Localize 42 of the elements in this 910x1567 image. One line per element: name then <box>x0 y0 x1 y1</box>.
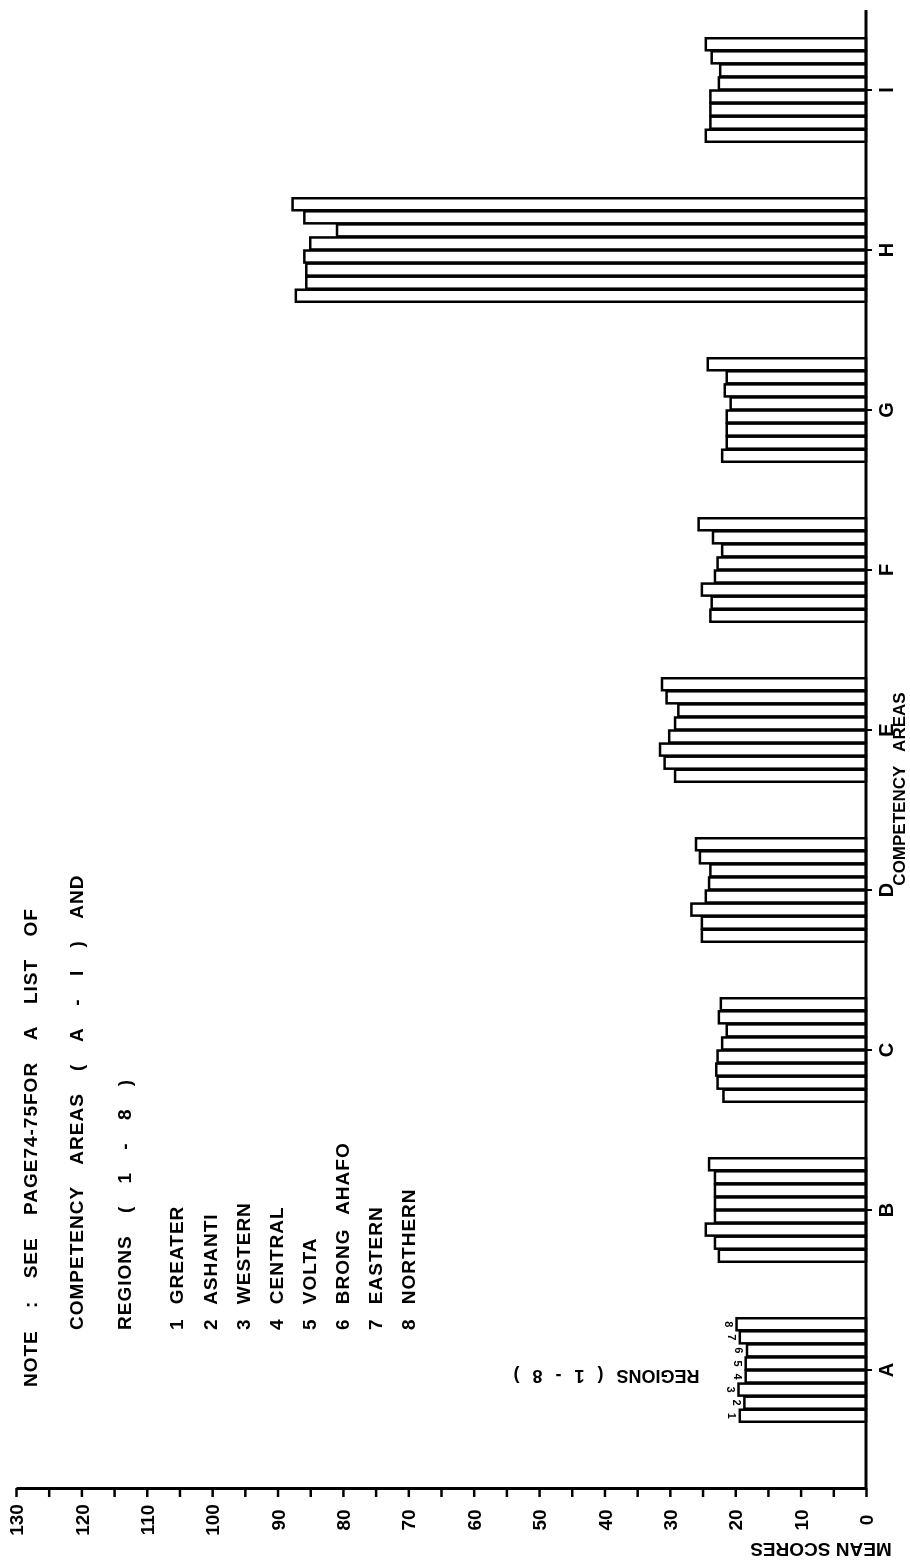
annotation: 3 WESTERN <box>232 1202 254 1330</box>
text: 2 <box>730 1399 743 1406</box>
annotation: NOTE : SEE PAGE74-75FOR A LIST OF <box>19 908 41 1387</box>
annotation: 6 BRONG AHAFO <box>331 1142 353 1330</box>
annotation: 7 EASTERN <box>364 1206 386 1330</box>
annotation: 2 ASHANTI <box>199 1213 221 1330</box>
annotation: COMPETENCY AREAS ( A - I ) AND <box>65 874 87 1330</box>
text: 8 <box>722 1321 735 1328</box>
x-tick-label: 60 <box>463 1509 485 1531</box>
x-tick-label: 110 <box>136 1504 158 1536</box>
y-tick-label: C <box>875 1042 897 1058</box>
y-tick-label: B <box>875 1202 897 1218</box>
text: 7 <box>725 1334 738 1341</box>
y-tick-label: I <box>875 87 897 93</box>
y-tick-label: H <box>875 242 897 258</box>
legend-title: REGIONS ( 1 - 8 ) <box>513 1365 700 1386</box>
text: 1 <box>725 1412 738 1419</box>
x-axis-title: MEAN SCORES <box>750 1539 892 1561</box>
x-tick-label: 100 <box>202 1504 224 1536</box>
x-tick-label: 20 <box>725 1509 747 1531</box>
annotation: REGIONS ( 1 - 8 ) <box>113 1078 135 1330</box>
annotation: 4 CENTRAL <box>265 1206 287 1330</box>
x-tick-label: 10 <box>790 1509 812 1531</box>
x-tick-label: 30 <box>660 1509 681 1531</box>
annotation: 1 GREATER <box>165 1205 187 1330</box>
x-tick-label: 130 <box>6 1504 28 1536</box>
x-tick-label: 120 <box>71 1504 93 1536</box>
text: 5 <box>731 1360 744 1367</box>
y-tick-label: F <box>875 563 897 577</box>
y-tick-label: A <box>875 1362 897 1378</box>
x-tick-label: 40 <box>594 1509 616 1531</box>
y-tick-label: G <box>875 402 897 418</box>
text: 4 <box>731 1373 744 1381</box>
x-tick-label: 70 <box>398 1509 420 1531</box>
x-tick-label: 80 <box>333 1509 355 1531</box>
text: 3 <box>724 1386 737 1393</box>
text: 6 <box>733 1347 746 1354</box>
x-tick-label: 50 <box>529 1509 551 1531</box>
annotation: 5 VOLTA <box>298 1237 320 1330</box>
annotation: 8 NORTHERN <box>397 1188 419 1330</box>
x-tick-label: 0 <box>856 1514 878 1526</box>
x-tick-label: 90 <box>267 1509 289 1531</box>
